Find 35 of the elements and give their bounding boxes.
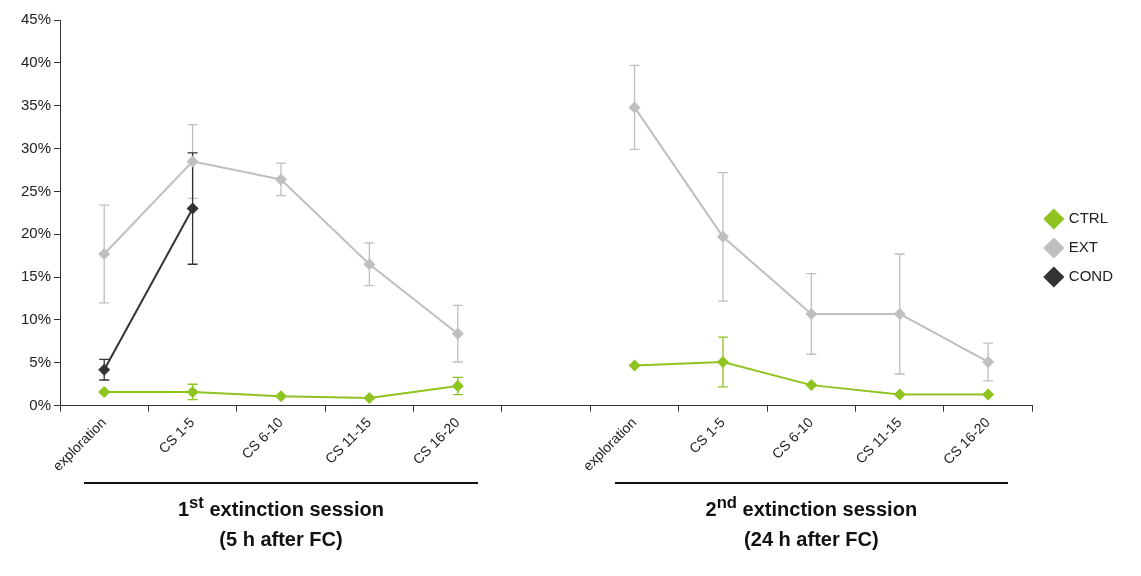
point [363,258,376,271]
point [982,355,995,368]
text: 2$^{nd}$ extinction session (24 h after FC) [704,492,919,552]
x-tick-label: CS 1-5 [685,414,728,457]
point [716,230,729,243]
point [186,202,199,215]
point [275,390,287,403]
point [98,363,111,376]
text: 1$^{st}$ extinction session (5 h after FC) [177,492,385,552]
point [628,101,641,114]
y-tick-label: 20% [20,224,52,242]
point [805,379,818,392]
legend-label: EXT [1068,238,1099,256]
y-tick-label: 35% [20,95,52,113]
x-tick-label: CS 1-5 [155,414,198,457]
point [275,173,287,186]
point [628,359,641,372]
legend-label: CTRL [1068,209,1109,227]
y-tick-label: 45% [20,10,52,28]
y-tick-label: 40% [20,53,52,70]
point [363,391,376,404]
point [716,355,729,368]
y-tick-label: 10% [20,310,52,328]
point [451,379,464,392]
point [98,247,111,260]
y-tick-label: 15% [20,267,52,285]
point [893,388,906,401]
point [186,155,199,168]
y-tick-label: 0% [29,395,52,413]
y-tick-label: 5% [29,352,52,370]
point [451,327,464,340]
y-tick-label: 30% [20,138,52,156]
y-tick-label: 25% [20,181,52,199]
legend-label: COND [1068,267,1114,285]
point [982,388,995,401]
